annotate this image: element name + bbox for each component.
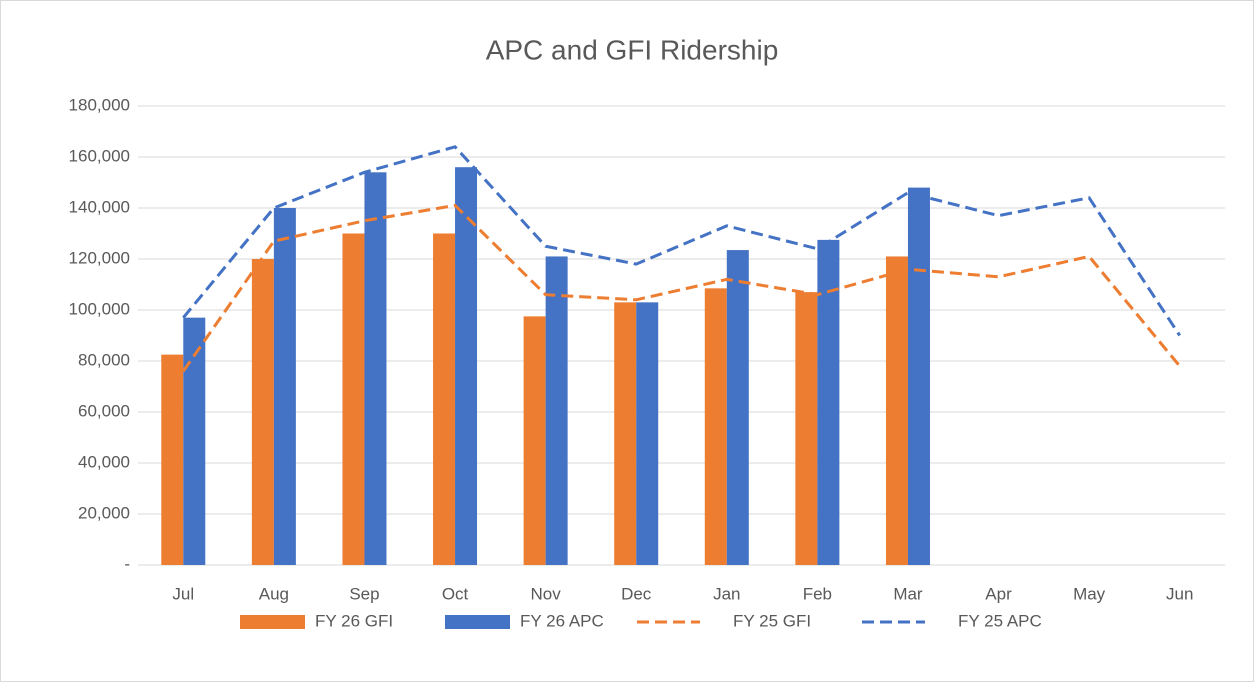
bar <box>455 167 478 565</box>
legend-label: FY 26 APC <box>520 611 604 630</box>
bar <box>523 316 546 565</box>
y-tick-label: 180,000 <box>69 95 130 114</box>
bar <box>817 239 840 565</box>
line-series <box>182 203 1181 373</box>
x-tick-label: Aug <box>259 584 289 603</box>
bar <box>885 256 908 565</box>
bar <box>614 302 637 565</box>
legend-swatch <box>240 615 305 629</box>
x-tick-label: Apr <box>985 584 1012 603</box>
x-tick-label: Oct <box>442 584 469 603</box>
bar <box>342 233 365 565</box>
bar <box>636 302 659 565</box>
bar <box>704 288 727 565</box>
x-tick-label: Jan <box>713 584 740 603</box>
y-tick-label: 140,000 <box>69 197 130 216</box>
y-tick-label: - <box>124 554 130 573</box>
legend-label: FY 25 APC <box>958 611 1042 630</box>
bar <box>364 172 387 566</box>
y-tick-label: 20,000 <box>78 503 130 522</box>
x-tick-label: Jul <box>172 584 194 603</box>
bar <box>545 256 568 565</box>
bar <box>161 354 184 565</box>
x-tick-label: Feb <box>803 584 832 603</box>
x-tick-label: Dec <box>621 584 652 603</box>
line-series <box>182 145 1181 337</box>
y-tick-label: 60,000 <box>78 401 130 420</box>
x-tick-label: Nov <box>531 584 562 603</box>
y-tick-label: 40,000 <box>78 452 130 471</box>
bar <box>726 250 749 565</box>
y-tick-label: 80,000 <box>78 350 130 369</box>
bar <box>251 259 274 565</box>
x-tick-label: Mar <box>893 584 923 603</box>
x-tick-label: Jun <box>1166 584 1193 603</box>
y-tick-label: 100,000 <box>69 299 130 318</box>
legend-label: FY 25 GFI <box>733 611 811 630</box>
x-tick-label: May <box>1073 584 1106 603</box>
bar <box>795 292 818 565</box>
y-tick-label: 160,000 <box>69 146 130 165</box>
legend-label: FY 26 GFI <box>315 611 393 630</box>
bar <box>273 208 296 565</box>
x-tick-label: Sep <box>349 584 379 603</box>
y-tick-label: 120,000 <box>69 248 130 267</box>
chart-title: APC and GFI Ridership <box>486 34 779 65</box>
legend-swatch <box>445 615 510 629</box>
bar <box>433 233 456 565</box>
bar <box>907 187 930 565</box>
bar <box>183 317 206 565</box>
